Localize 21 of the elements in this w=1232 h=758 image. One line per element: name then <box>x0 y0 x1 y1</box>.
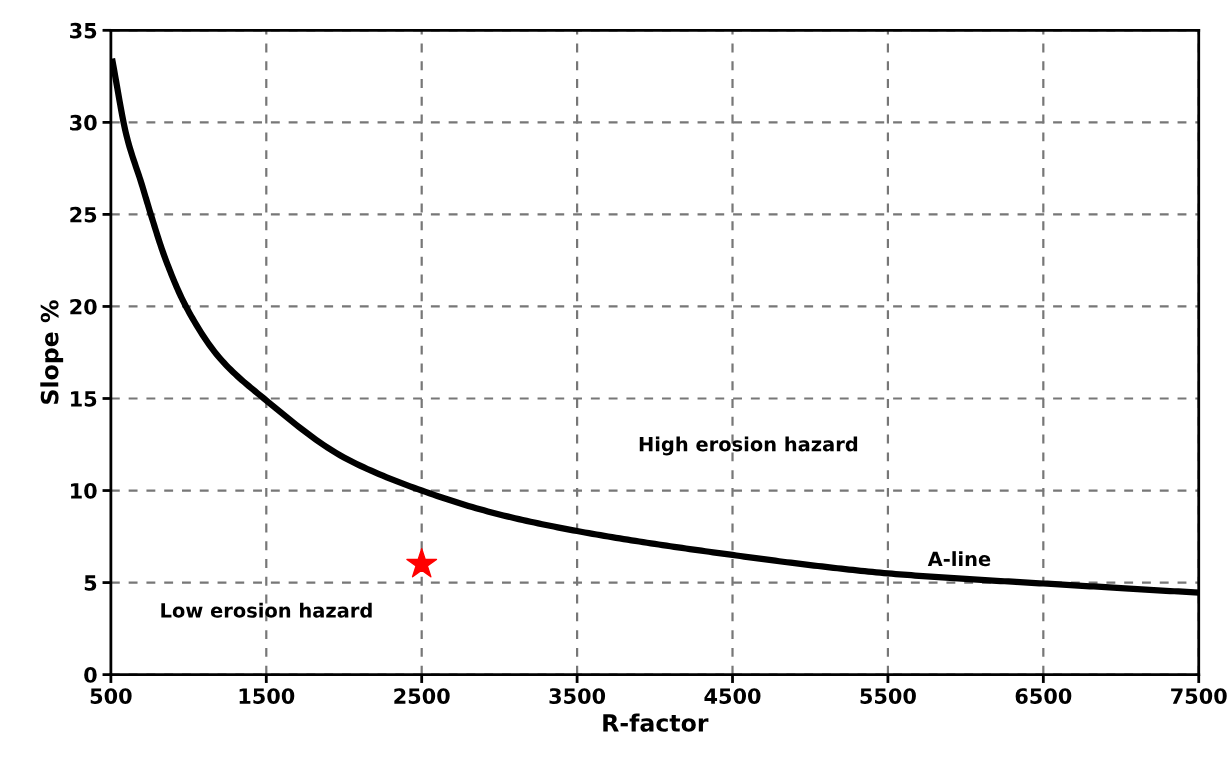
y-tick-label: 5 <box>84 575 97 591</box>
x-tick-label: 7500 <box>1171 688 1227 704</box>
y-tick-label: 30 <box>70 114 97 131</box>
x-tick-label: 3500 <box>549 688 606 704</box>
x-tick-label: 5500 <box>860 688 916 704</box>
annotation: Low erosion hazard <box>161 602 372 618</box>
x-tick-label: 500 <box>90 688 132 704</box>
y-tick-label: 0 <box>84 667 97 683</box>
y-axis-title: Slope % <box>40 300 64 404</box>
annotation: A-line <box>927 551 991 567</box>
x-tick-label: 1500 <box>239 688 295 704</box>
y-tick-label: 10 <box>71 482 97 499</box>
y-tick-label: 20 <box>70 298 97 315</box>
x-tick-label: 2500 <box>394 688 450 704</box>
y-tick-label: 25 <box>70 206 97 223</box>
x-tick-label: 6500 <box>1015 688 1072 704</box>
y-tick-label: 15 <box>71 391 97 407</box>
annotation: High erosion hazard <box>639 436 858 456</box>
x-tick-label: 4500 <box>704 688 761 704</box>
y-tick-label: 35 <box>70 22 97 39</box>
x-axis-title: R-factor <box>603 713 709 732</box>
